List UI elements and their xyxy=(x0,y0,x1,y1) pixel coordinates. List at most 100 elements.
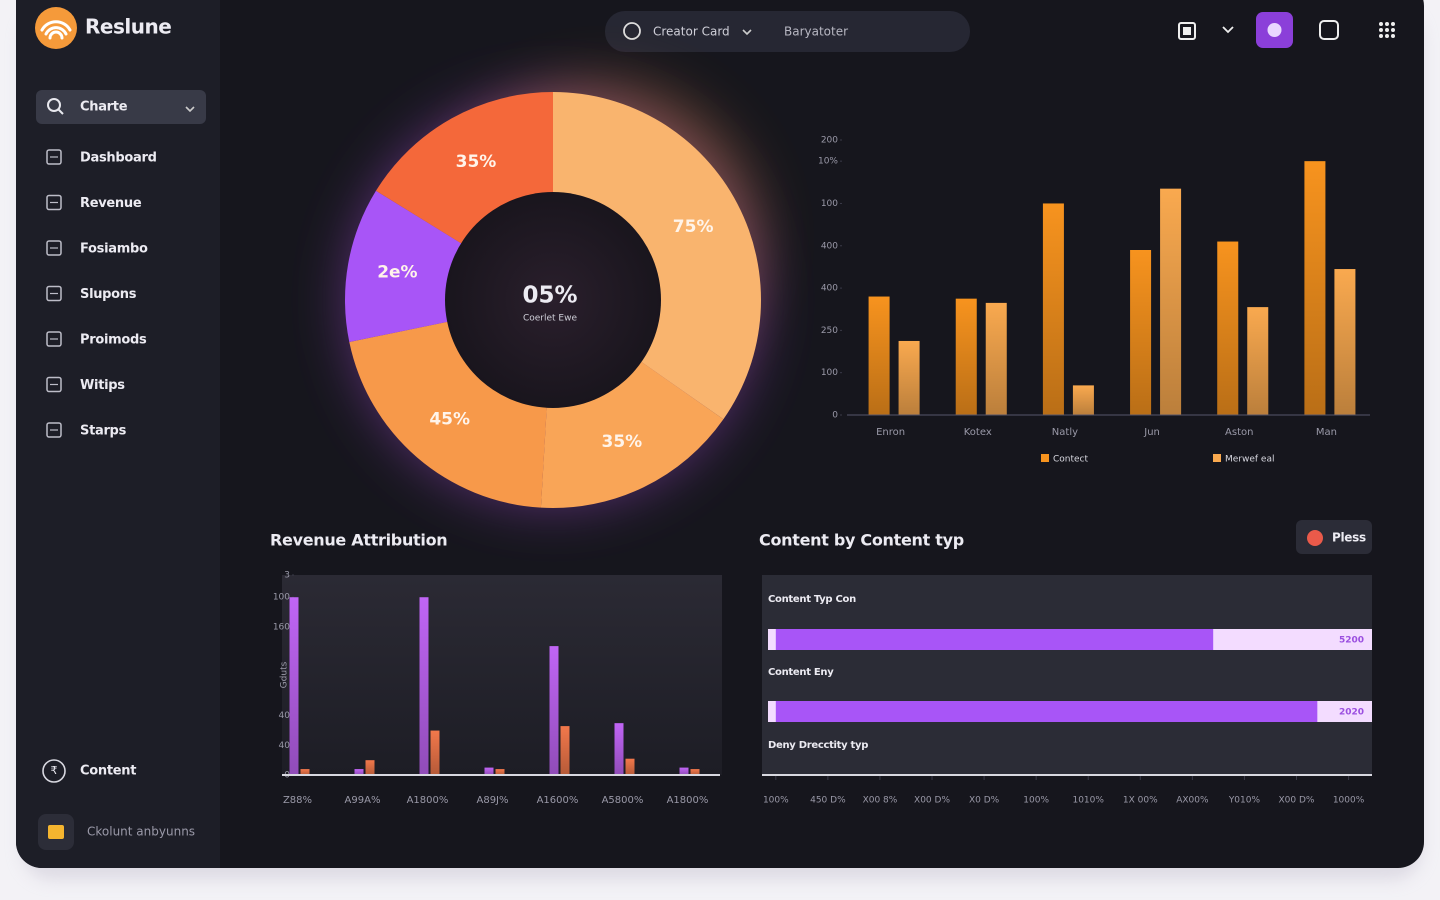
x-tick-label: Jun xyxy=(1143,427,1160,438)
legend-swatch xyxy=(1213,454,1221,462)
chevron[interactable] xyxy=(1222,26,1234,34)
bar-shade xyxy=(419,597,429,775)
window-icon[interactable] xyxy=(1178,22,1196,40)
bar-shade xyxy=(690,769,700,775)
x-tick-label: X0 D% xyxy=(969,796,1000,806)
nav-item[interactable]: Dashboard xyxy=(80,151,157,166)
x-tick-label: A5800% xyxy=(602,795,644,806)
apps-icon[interactable] xyxy=(1379,22,1395,38)
active-tool-icon xyxy=(1267,23,1282,37)
slice-label: 35% xyxy=(601,432,642,452)
sidebar-bottom-item[interactable]: Content xyxy=(80,764,137,779)
bar-shade xyxy=(354,769,364,775)
topbar-search[interactable]: Baryatoter xyxy=(784,25,848,39)
bar-category: Deny Drecctity typ xyxy=(768,740,868,751)
y-tick-label: 400 xyxy=(821,284,838,294)
y-tick-label: 160 xyxy=(273,622,290,632)
x-tick-label: X00 D% xyxy=(1279,796,1315,806)
donut-hole xyxy=(445,192,661,408)
x-tick-label: A99A% xyxy=(345,795,381,806)
bar-shade xyxy=(1130,250,1152,415)
selector-icon xyxy=(623,22,641,40)
nav-icon xyxy=(46,285,62,302)
bar-tag: 2020 xyxy=(1339,708,1364,718)
legend-label: Contect xyxy=(1053,455,1089,465)
y-tick-label: 0 xyxy=(832,411,838,421)
plot-background xyxy=(282,575,722,775)
logo-waves xyxy=(40,20,72,40)
bar-shade xyxy=(1042,203,1064,415)
bar-shade xyxy=(985,302,1007,415)
x-tick-label: 1000% xyxy=(1333,796,1365,806)
y-tick-label: 100 xyxy=(821,199,838,209)
settings-icon[interactable] xyxy=(1319,20,1339,40)
slice-label: 35% xyxy=(456,152,497,172)
nav-item[interactable]: Witips xyxy=(80,378,126,393)
x-tick-label: A1600% xyxy=(537,795,579,806)
x-tick-label: A1800% xyxy=(407,795,449,806)
bar-shade xyxy=(1217,241,1239,415)
nav-item[interactable]: Proimods xyxy=(80,333,147,348)
nav-icon xyxy=(46,240,62,256)
bar-shade xyxy=(495,769,505,775)
x-tick-label: 1010% xyxy=(1072,796,1104,806)
topbar-selector[interactable]: Creator Card xyxy=(653,25,730,39)
bar-shade xyxy=(1160,188,1182,415)
search-icon xyxy=(47,98,61,112)
bar-shade xyxy=(955,298,977,415)
sidebar-search-text: Charte xyxy=(80,100,128,115)
plot-background xyxy=(762,575,1372,775)
sidebar-search[interactable] xyxy=(36,90,206,124)
chevron xyxy=(742,29,752,36)
bar-shade xyxy=(1247,307,1269,415)
chevron xyxy=(185,106,195,113)
x-tick-label: Man xyxy=(1316,427,1337,438)
nav-icon xyxy=(46,149,62,165)
slice-label: 75% xyxy=(673,217,714,237)
bar-shade xyxy=(289,597,299,775)
x-tick-label: Enron xyxy=(876,427,905,438)
user-icon xyxy=(48,825,64,839)
nav-item[interactable]: Revenue xyxy=(80,196,142,211)
y-tick-label: 40 xyxy=(279,711,291,721)
topbar-pill[interactable] xyxy=(605,11,970,52)
bar-shade xyxy=(1334,269,1356,415)
x-tick-label: X00 8% xyxy=(863,796,898,806)
sidebar xyxy=(16,0,220,868)
x-tick-label: AX00% xyxy=(1176,796,1209,806)
slice-label: 45% xyxy=(429,410,470,430)
nav-item[interactable]: Starps xyxy=(80,424,127,439)
donut-center-value: 05% xyxy=(522,283,577,309)
bar-shade xyxy=(560,726,570,775)
bar-shade xyxy=(679,767,689,775)
donut-slice xyxy=(349,320,548,508)
search-icon xyxy=(57,108,64,115)
bar xyxy=(775,629,1214,650)
nav-icon xyxy=(46,422,62,438)
content-icon xyxy=(42,759,66,783)
panel-button-label[interactable]: Pless xyxy=(1332,531,1366,545)
nav-item[interactable]: Fosiambo xyxy=(80,242,148,257)
x-tick-label: Z88% xyxy=(283,795,312,806)
nav-icon xyxy=(46,331,62,347)
x-tick-label: 450 D% xyxy=(810,796,846,806)
donut-center-label: Coerlet Ewe xyxy=(523,314,578,324)
bar-category: Content Typ Con xyxy=(768,594,856,605)
y-tick-label: 100 xyxy=(273,593,290,603)
legend-swatch xyxy=(1041,454,1049,462)
y-tick-label: 250 xyxy=(821,326,838,336)
x-tick-label: 100% xyxy=(763,796,789,806)
x-tick-label: X00 D% xyxy=(914,796,950,806)
bar xyxy=(775,701,1318,722)
nav-item[interactable]: Slupons xyxy=(80,287,137,302)
x-tick-label: A89J% xyxy=(476,795,508,806)
x-tick-label: Natly xyxy=(1052,427,1078,438)
donut-slice xyxy=(553,92,761,420)
nav-icon xyxy=(46,194,62,211)
nav-icon xyxy=(46,376,62,393)
y-tick-label: 3 xyxy=(284,571,290,581)
window-icon xyxy=(1183,27,1191,35)
slice-label: 2e% xyxy=(377,263,417,283)
donut-slice xyxy=(345,190,468,343)
